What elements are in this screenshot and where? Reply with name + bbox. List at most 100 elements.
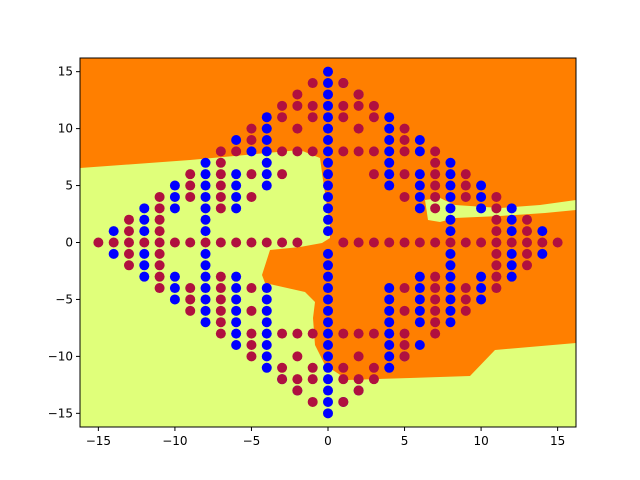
data-point-series-2	[338, 396, 349, 407]
data-point-series-2	[368, 237, 379, 248]
data-point-series-1	[445, 248, 456, 259]
data-point-series-2	[338, 100, 349, 111]
data-point-series-1	[445, 203, 456, 214]
data-point-series-2	[353, 385, 364, 396]
data-point-series-2	[292, 374, 303, 385]
data-point-series-1	[414, 203, 425, 214]
data-point-series-1	[200, 271, 211, 282]
data-point-series-2	[368, 328, 379, 339]
data-point-series-2	[185, 283, 196, 294]
data-point-series-2	[430, 237, 441, 248]
y-tick-label: −10	[48, 349, 73, 363]
data-point-series-2	[307, 328, 318, 339]
data-point-series-1	[384, 146, 395, 157]
data-point-series-2	[277, 146, 288, 157]
data-point-series-1	[323, 408, 333, 419]
data-point-series-2	[430, 180, 441, 191]
data-point-series-2	[292, 146, 303, 157]
data-point-series-1	[323, 214, 333, 225]
data-point-series-1	[323, 294, 333, 305]
data-point-series-2	[154, 226, 165, 237]
data-point-series-1	[445, 305, 456, 316]
data-point-series-2	[368, 362, 379, 373]
data-point-series-2	[215, 169, 226, 180]
data-point-series-2	[246, 340, 257, 350]
data-point-series-1	[323, 66, 333, 77]
data-point-series-2	[215, 146, 226, 157]
data-point-series-1	[231, 191, 242, 202]
data-point-series-2	[307, 362, 318, 373]
data-point-series-1	[200, 260, 211, 271]
data-point-series-2	[307, 396, 318, 407]
data-point-series-1	[384, 305, 395, 316]
data-point-series-1	[445, 214, 456, 225]
data-point-series-2	[246, 351, 257, 362]
data-point-series-1	[231, 340, 242, 350]
data-point-series-2	[399, 135, 410, 145]
data-point-series-2	[399, 191, 410, 202]
data-point-series-2	[277, 112, 288, 123]
data-point-series-2	[215, 271, 226, 282]
data-point-series-2	[246, 305, 257, 316]
data-point-series-1	[323, 283, 333, 294]
x-tick-label: −5	[243, 434, 261, 448]
data-point-series-1	[261, 169, 272, 180]
data-point-series-2	[139, 237, 150, 248]
data-point-series-2	[292, 351, 303, 362]
data-point-series-1	[506, 271, 517, 282]
data-point-series-1	[476, 191, 487, 202]
data-point-series-2	[292, 89, 303, 100]
data-point-series-2	[460, 237, 471, 248]
data-point-series-2	[414, 237, 425, 248]
data-point-series-2	[368, 100, 379, 111]
data-point-series-1	[261, 362, 272, 373]
data-point-series-1	[261, 305, 272, 316]
data-point-series-1	[200, 169, 211, 180]
data-point-series-2	[460, 283, 471, 294]
data-point-series-2	[185, 305, 196, 316]
data-point-series-1	[261, 180, 272, 191]
data-point-series-2	[399, 169, 410, 180]
data-point-series-1	[169, 271, 180, 282]
data-point-series-1	[323, 123, 333, 134]
data-point-series-1	[323, 317, 333, 328]
data-point-series-2	[277, 362, 288, 373]
data-point-series-1	[200, 157, 211, 168]
data-point-series-1	[323, 362, 333, 373]
data-point-series-1	[414, 169, 425, 180]
data-point-series-2	[353, 146, 364, 157]
data-point-series-1	[476, 283, 487, 294]
data-point-series-2	[399, 305, 410, 316]
data-point-series-1	[261, 112, 272, 123]
data-point-series-2	[430, 294, 441, 305]
data-point-series-1	[445, 294, 456, 305]
data-point-series-2	[430, 157, 441, 168]
data-point-series-2	[430, 146, 441, 157]
data-point-series-2	[506, 237, 517, 248]
data-point-series-1	[231, 305, 242, 316]
y-tick-label: 15	[58, 65, 73, 79]
data-point-series-2	[430, 191, 441, 202]
data-point-series-2	[261, 237, 272, 248]
data-point-series-2	[215, 305, 226, 316]
data-point-series-1	[445, 226, 456, 237]
data-point-series-2	[123, 214, 134, 225]
x-tick-label: 15	[550, 434, 565, 448]
data-point-series-2	[491, 260, 502, 271]
data-point-series-1	[445, 191, 456, 202]
data-point-series-2	[399, 351, 410, 362]
data-point-series-2	[246, 283, 257, 294]
data-point-series-2	[522, 248, 533, 259]
data-point-series-1	[323, 226, 333, 237]
data-point-series-1	[323, 100, 333, 111]
data-point-series-1	[261, 340, 272, 350]
data-point-series-1	[323, 374, 333, 385]
data-point-series-2	[460, 294, 471, 305]
y-tick-label: 10	[58, 122, 73, 136]
y-tick-label: −5	[55, 292, 73, 306]
data-point-series-2	[399, 146, 410, 157]
data-point-series-1	[506, 248, 517, 259]
data-point-series-2	[123, 226, 134, 237]
data-point-series-1	[139, 226, 150, 237]
data-point-series-1	[323, 340, 333, 350]
